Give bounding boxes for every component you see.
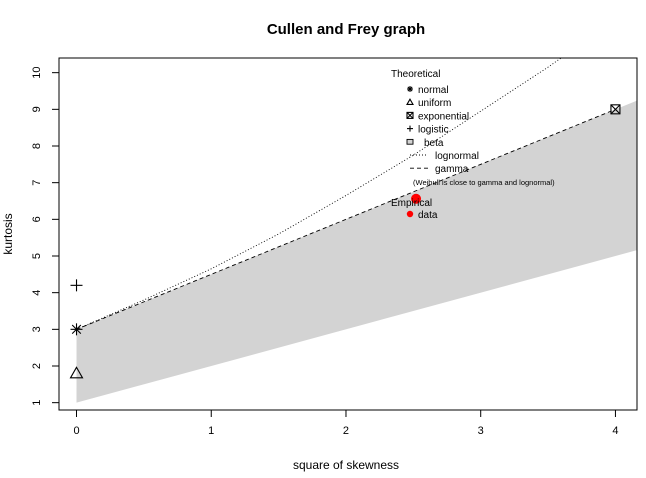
plot-area	[69, 58, 637, 403]
legend-label-beta: beta	[424, 138, 444, 149]
x-tick-label-0: 0	[73, 425, 79, 437]
y-tick-label-4: 4	[31, 290, 43, 296]
y-axis: 1 2 3 4 5 6 7 8 9 10	[31, 67, 59, 406]
x-axis: 0 1 2 3 4	[73, 410, 619, 437]
point-uniform	[69, 366, 84, 379]
legend-label-uniform: uniform	[418, 98, 451, 109]
point-exponential	[610, 104, 621, 115]
theoretical-points	[69, 104, 621, 379]
legend-symbol-beta	[406, 138, 414, 145]
legend-label-data: data	[418, 210, 438, 221]
legend-symbol-data	[406, 210, 414, 218]
y-tick-label-3: 3	[31, 326, 43, 332]
legend-label-lognormal: lognormal	[435, 151, 479, 162]
beta-region	[76, 100, 637, 403]
y-tick-label-2: 2	[31, 363, 43, 369]
legend-symbol-exponential	[406, 111, 414, 119]
legend-label-exponential: exponential	[418, 111, 469, 122]
y-tick-label-1: 1	[31, 400, 43, 406]
legend-symbol-uniform	[406, 98, 414, 105]
x-axis-label: square of skewness	[293, 458, 399, 472]
y-tick-label-5: 5	[31, 253, 43, 259]
y-tick-label-9: 9	[31, 106, 43, 112]
legend-symbol-normal	[407, 86, 413, 92]
legend-note: (Weibull is close to gamma and lognormal…	[413, 178, 555, 187]
point-data	[411, 193, 422, 204]
y-tick-label-6: 6	[31, 216, 43, 222]
y-axis-label: kurtosis	[1, 213, 15, 254]
gamma-line	[76, 108, 616, 330]
point-logistic	[70, 279, 83, 292]
plot-frame	[58, 57, 638, 411]
legend-label-normal: normal	[418, 85, 449, 96]
x-tick-label-1: 1	[208, 425, 214, 437]
empirical-points	[411, 193, 422, 204]
legend-label-logistic: logistic	[418, 125, 449, 136]
legend-label-gamma: gamma	[435, 164, 469, 175]
legend-symbol-logistic	[407, 125, 413, 132]
x-tick-label-2: 2	[343, 425, 349, 437]
legend: Theoretical normal uniform exponential logi…	[391, 69, 555, 221]
x-tick-label-3: 3	[478, 425, 484, 437]
point-normal	[70, 323, 83, 336]
lognormal-line	[76, 58, 562, 330]
legend-empirical-title: Empirical	[391, 198, 432, 209]
y-tick-label-7: 7	[31, 180, 43, 186]
legend-empirical-items: data	[406, 210, 438, 221]
legend-items: normal uniform exponential logistic beta logn…	[406, 85, 479, 175]
chart-title: Cullen and Frey graph	[267, 21, 425, 38]
y-tick-label-8: 8	[31, 143, 43, 149]
legend-theoretical-title: Theoretical	[391, 69, 440, 80]
y-tick-label-10: 10	[31, 67, 43, 79]
x-tick-label-4: 4	[612, 425, 618, 437]
